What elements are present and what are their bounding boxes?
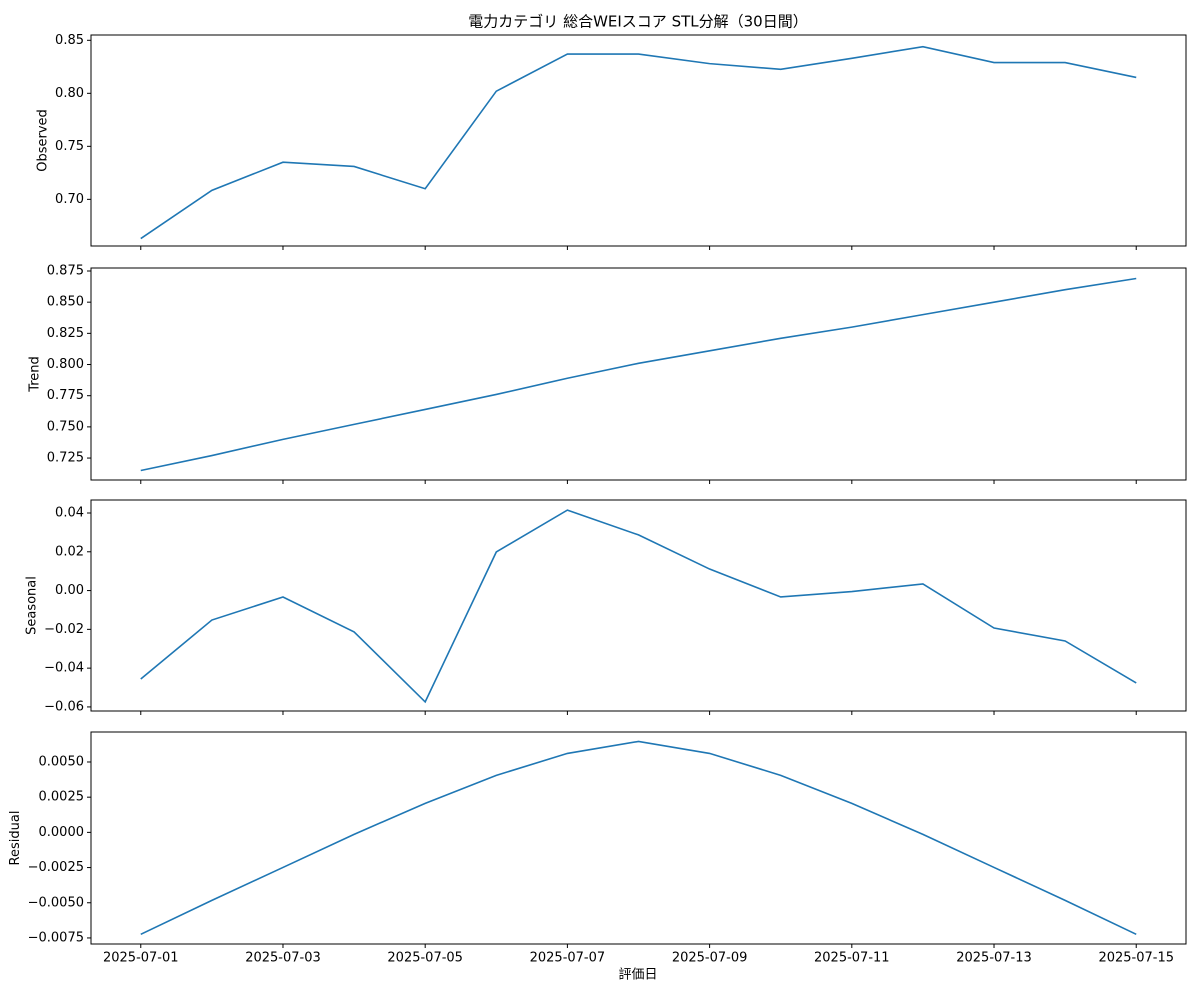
y-tick-label: 0.850	[47, 295, 84, 310]
x-tick-label: 2025-07-15	[1098, 951, 1174, 966]
y-axis-label: Trend	[27, 356, 42, 393]
x-tick-label: 2025-07-11	[814, 951, 890, 966]
axes-frame	[90, 499, 1187, 712]
y-tick-label: 0.800	[47, 357, 84, 372]
y-tick-label: 0.0050	[39, 754, 85, 769]
series-line	[140, 277, 1137, 472]
x-tick-label: 2025-07-07	[530, 951, 606, 966]
y-tick-label: −0.04	[44, 661, 84, 676]
x-tick-label: 2025-07-05	[387, 951, 463, 966]
y-axis-label: Seasonal	[25, 576, 40, 635]
y-axis-label: Observed	[36, 109, 51, 172]
y-tick-label: 0.85	[55, 33, 84, 48]
axes-frame	[90, 731, 1187, 945]
y-tick-label: 0.775	[47, 388, 84, 403]
y-tick-label: −0.02	[44, 622, 84, 637]
x-tick-label: 2025-07-03	[245, 951, 321, 966]
y-tick-label: 0.825	[47, 326, 84, 341]
series-line	[140, 45, 1137, 240]
y-tick-label: 0.0025	[39, 790, 85, 805]
x-tick-label: 2025-07-13	[956, 951, 1032, 966]
y-tick-label: 0.70	[55, 192, 84, 207]
y-tick-label: 0.80	[55, 86, 84, 101]
y-tick-label: −0.0050	[28, 895, 84, 910]
y-tick-label: 0.04	[55, 505, 84, 520]
y-tick-label: 0.725	[47, 451, 84, 466]
y-tick-label: 0.75	[55, 139, 84, 154]
y-tick-label: 0.00	[55, 583, 84, 598]
axes-frame	[90, 267, 1187, 481]
y-tick-label: 0.0000	[39, 825, 85, 840]
y-axis-label: Residual	[8, 811, 23, 866]
x-tick-label: 2025-07-01	[103, 951, 179, 966]
series-line	[140, 740, 1137, 936]
chart-title: 電力カテゴリ 総合WEIスコア STL分解（30日間）	[468, 13, 807, 31]
y-tick-label: −0.0075	[28, 930, 84, 945]
y-tick-label: 0.750	[47, 419, 84, 434]
y-tick-label: −0.06	[44, 699, 84, 714]
x-axis-label: 評価日	[618, 968, 657, 983]
x-tick-label: 2025-07-09	[672, 951, 748, 966]
axes-frame	[90, 34, 1187, 247]
y-tick-label: −0.0025	[28, 860, 84, 875]
y-tick-label: 0.02	[55, 544, 84, 559]
series-line	[140, 509, 1137, 704]
y-tick-label: 0.875	[47, 263, 84, 278]
